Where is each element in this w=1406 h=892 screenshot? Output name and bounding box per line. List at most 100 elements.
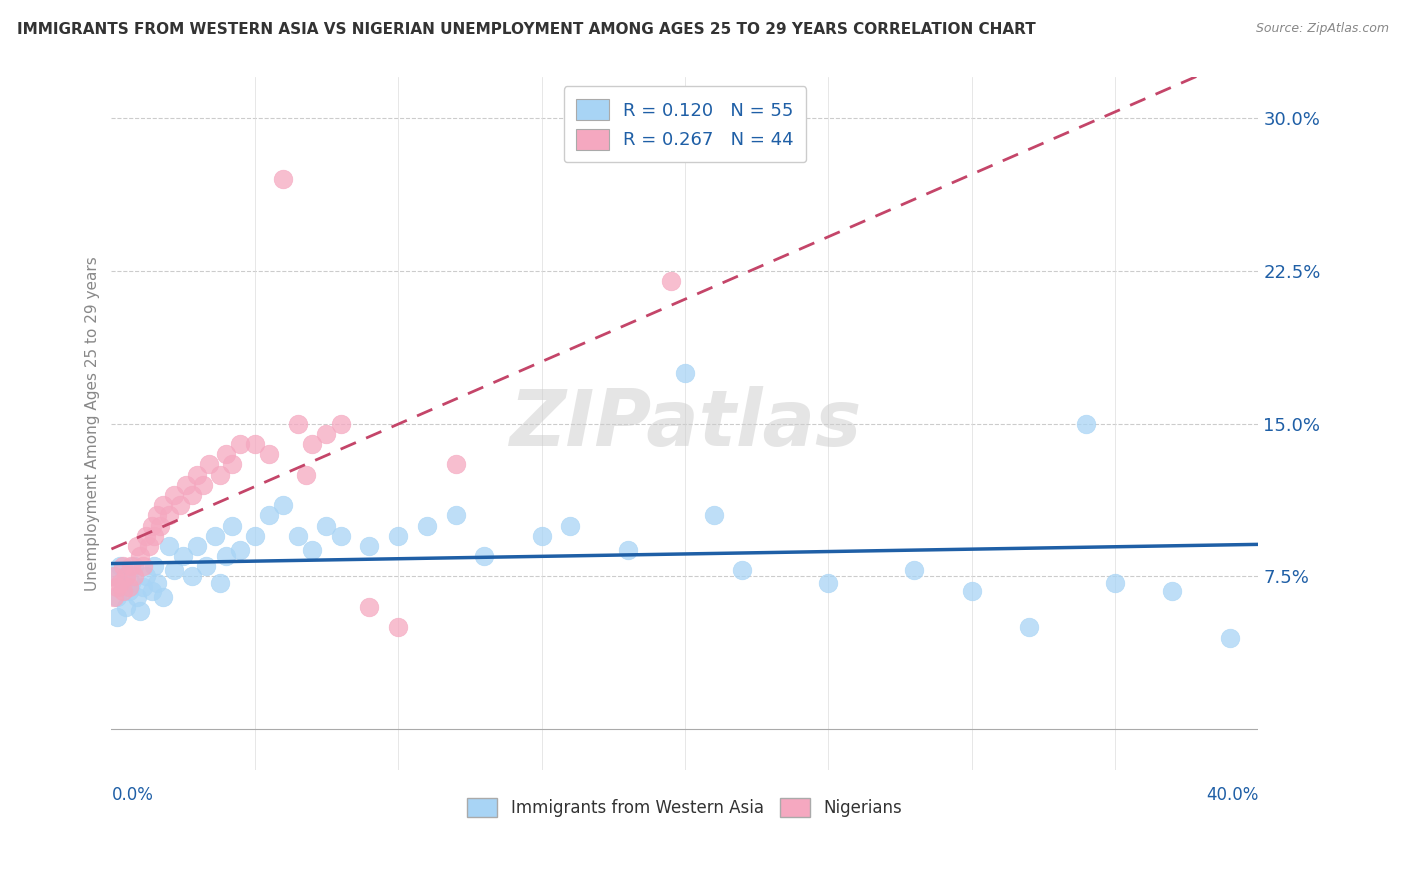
Point [198,458,221,472]
Point [108,559,131,574]
Point [127,539,149,553]
Point [301,543,323,558]
Point [387,529,409,543]
Point [174,478,197,492]
Point [204,529,226,543]
Point [616,543,638,558]
Point [315,518,337,533]
Point [149,518,172,533]
Point [1161,583,1184,598]
Text: 0.0%: 0.0% [111,786,153,805]
Point [472,549,495,563]
Point [817,575,839,590]
Point [141,583,163,598]
Legend: Immigrants from Western Asia, Nigerians: Immigrants from Western Asia, Nigerians [461,791,910,824]
Point [229,543,252,558]
Point [152,498,174,512]
Point [329,529,352,543]
Point [257,447,280,461]
Point [215,447,238,461]
Point [138,539,160,553]
Point [103,569,125,583]
Point [243,437,266,451]
Point [180,488,202,502]
Point [108,575,131,590]
Point [124,569,146,583]
Point [416,518,439,533]
Point [659,274,682,288]
Point [157,508,180,523]
Point [273,498,295,512]
Point [111,580,134,594]
Point [121,575,143,590]
Point [146,508,169,523]
Point [287,529,309,543]
Point [1018,620,1040,634]
Point [444,458,467,472]
Point [121,559,143,574]
Point [105,610,128,624]
Point [229,437,252,451]
Point [387,620,409,634]
Point [103,569,125,583]
Point [186,539,208,553]
Point [111,559,134,574]
Point [295,467,318,482]
Point [195,559,218,574]
Point [157,539,180,553]
Point [163,488,186,502]
Point [152,590,174,604]
Point [301,437,323,451]
Text: IMMIGRANTS FROM WESTERN ASIA VS NIGERIAN UNEMPLOYMENT AMONG AGES 25 TO 29 YEARS : IMMIGRANTS FROM WESTERN ASIA VS NIGERIAN… [17,22,1036,37]
Point [193,478,215,492]
Point [141,518,163,533]
Point [103,590,125,604]
Text: 40.0%: 40.0% [1206,786,1258,805]
Point [143,529,166,543]
Point [315,426,337,441]
Point [105,590,128,604]
Point [105,580,128,594]
Point [221,458,243,472]
Point [243,529,266,543]
Point [124,559,146,574]
Point [132,580,155,594]
Point [143,559,166,574]
Point [186,467,208,482]
Point [530,529,553,543]
Point [673,366,696,380]
Point [172,549,194,563]
Point [257,508,280,523]
Point [180,569,202,583]
Point [169,498,191,512]
Point [146,575,169,590]
Point [127,590,149,604]
Point [163,563,186,577]
Point [209,467,232,482]
Text: ZIPatlas: ZIPatlas [509,385,860,462]
Point [114,600,136,615]
Point [117,583,139,598]
Point [132,559,155,574]
Point [129,549,152,563]
Point [903,563,925,577]
Point [731,563,754,577]
Point [1104,575,1126,590]
Point [273,172,295,186]
Point [329,417,352,431]
Point [359,539,381,553]
Text: Source: ZipAtlas.com: Source: ZipAtlas.com [1256,22,1389,36]
Point [111,583,134,598]
Point [114,569,136,583]
Point [135,529,157,543]
Point [221,518,243,533]
Point [135,569,157,583]
Point [114,569,136,583]
Point [209,575,232,590]
Point [117,580,139,594]
Point [560,518,582,533]
Point [215,549,238,563]
Point [129,604,152,618]
Point [960,583,983,598]
Point [703,508,725,523]
